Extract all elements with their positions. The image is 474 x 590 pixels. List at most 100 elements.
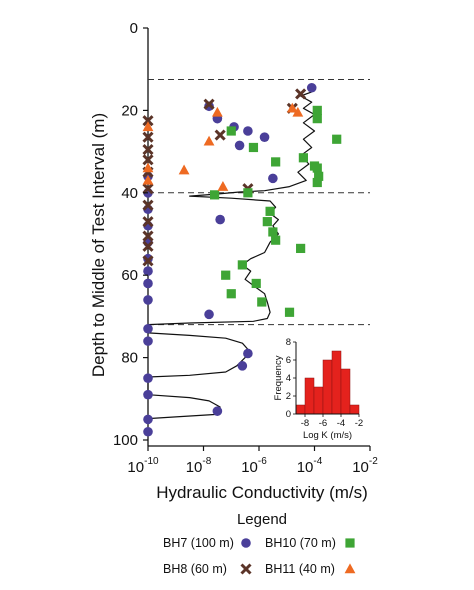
bh10-point [312, 105, 322, 115]
legend-marker-bh7 [241, 538, 251, 548]
histogram-y-label: Frequency [273, 355, 284, 400]
bh10-point [251, 278, 261, 289]
bh10-point [248, 142, 259, 153]
bh7-point [212, 406, 223, 416]
histogram-bar [331, 350, 342, 415]
histogram-x-tick-label: -6 [319, 418, 327, 429]
x-tick-label: 10-4 [297, 456, 323, 476]
histogram-y-tick-label: 4 [286, 373, 291, 384]
x-marker-stroke [142, 154, 154, 166]
bh10-point [265, 206, 275, 216]
x-tick-label: 10-10 [127, 456, 159, 476]
legend-label-bh7: BH7 (100 m) [163, 536, 234, 550]
x-marker-stroke [142, 183, 154, 195]
bh7-point [143, 373, 153, 384]
y-tick-label: 80 [121, 350, 138, 367]
bh10-point [314, 171, 324, 181]
histogram-y-tick-label: 6 [286, 355, 291, 366]
bh10-point [226, 126, 236, 136]
x-axis-label: Hydraulic Conductivity (m/s) [156, 483, 368, 502]
bh7-point [204, 309, 214, 320]
histogram-x-label: Log K (m/s) [303, 430, 352, 441]
x-axis-ticks: 10-10 10-8 10-6 10-4 10-2 [127, 446, 378, 476]
histogram-bar [322, 359, 333, 415]
bh7-point [143, 389, 153, 400]
series-bh11 [142, 102, 304, 191]
bh11-point [217, 181, 229, 191]
bh7-point [268, 173, 278, 184]
bh7-point [243, 348, 253, 359]
y-tick-label: 40 [121, 185, 138, 202]
bh10-point [262, 217, 272, 227]
y-axis-ticks: 0 20 40 60 80 100 [113, 20, 148, 449]
bh10-point [268, 227, 278, 237]
legend-label-bh10: BH10 (70 m) [265, 536, 336, 550]
legend: Legend BH7 (100 m) BH10 (70 m) BH8 (60 m) B… [163, 511, 356, 576]
legend-label-bh8: BH8 (60 m) [163, 562, 227, 576]
x-tick-label: 10-2 [352, 456, 378, 476]
bh10-point [284, 307, 295, 317]
bh11-point [211, 106, 223, 117]
y-tick-label: 0 [130, 20, 138, 37]
x-marker-stroke [240, 563, 252, 575]
histogram-y-tick-label: 2 [286, 391, 291, 402]
histogram-y-tick-label: 8 [286, 337, 291, 348]
histogram-x-tick-label: -2 [355, 418, 363, 429]
bh10-point [243, 188, 253, 198]
histogram-bar [304, 377, 315, 415]
bh7-point [143, 266, 153, 276]
x-marker-stroke [295, 88, 307, 100]
bh8-point [142, 240, 154, 252]
bh10-point [237, 260, 247, 270]
bh8-point [142, 143, 154, 156]
bh8-point [142, 230, 154, 242]
bh8-point [295, 88, 307, 100]
x-marker-stroke [142, 240, 154, 252]
legend-label-bh11: BH11 (40 m) [265, 562, 335, 576]
legend-marker-bh10 [345, 538, 355, 548]
bh8-point [214, 129, 226, 141]
legend-title: Legend [237, 511, 287, 528]
x-marker-stroke [214, 129, 226, 141]
bh11-point [142, 174, 154, 185]
bh10-point [221, 270, 231, 280]
bh8-point [142, 131, 154, 143]
x-tick-label: 10-6 [241, 456, 267, 476]
bh7-point [143, 323, 153, 334]
legend-marker-bh11 [344, 563, 356, 574]
bh10-point [312, 163, 322, 173]
bh10-point [271, 157, 281, 167]
reference-lines [148, 79, 370, 326]
histogram-bar [340, 368, 351, 415]
bh10-point [296, 243, 306, 254]
bh10-point [210, 190, 220, 200]
bh7-point [237, 361, 248, 371]
x-marker-stroke [142, 230, 154, 242]
bh8-point [142, 255, 154, 267]
bh8-point [142, 154, 154, 166]
x-marker-stroke [142, 115, 154, 127]
x-marker-stroke [142, 199, 154, 211]
bh7-point [143, 426, 153, 437]
bh8-point [142, 216, 154, 228]
bh10-point [226, 289, 236, 299]
bh7-point [243, 126, 253, 136]
series-bh8 [142, 88, 307, 267]
histogram-y-tick-label: 0 [286, 409, 291, 420]
bh11-point [178, 164, 190, 175]
bh7-point [143, 295, 153, 305]
x-marker-stroke [142, 131, 154, 143]
bh11-point [203, 135, 215, 146]
bh8-point [142, 199, 154, 211]
bh8-point [142, 183, 154, 195]
histogram-bar [313, 386, 324, 415]
bh10-point [332, 134, 342, 144]
bh7-point [143, 336, 153, 346]
bh8-point [203, 98, 215, 110]
bh7-point [259, 132, 270, 142]
bh10-point [312, 177, 322, 188]
x-marker-stroke [142, 143, 154, 156]
y-axis-label: Depth to Middle of Test Interval (m) [89, 113, 108, 377]
